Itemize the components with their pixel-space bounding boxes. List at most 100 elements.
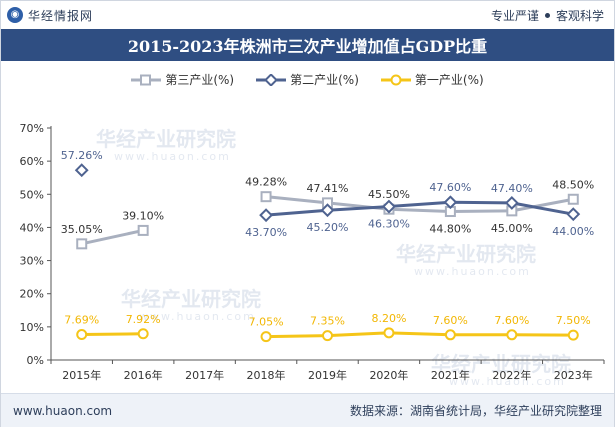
x-tick-label: 2022年 xyxy=(492,368,531,382)
title-bar: 2015-2023年株洲市三次产业增加值占GDP比重 xyxy=(1,29,614,61)
tagline-1: 专业严谨 xyxy=(490,8,539,23)
y-tick-label: 70% xyxy=(20,122,44,135)
data-label-primary: 7.92% xyxy=(126,313,161,326)
point-primary xyxy=(383,327,395,339)
point-primary xyxy=(137,328,149,340)
point-primary xyxy=(322,330,333,342)
watermark-text: 华经产业研究院 xyxy=(396,242,536,266)
x-tick-label: 2023年 xyxy=(554,368,593,382)
point-tertiary xyxy=(567,193,579,205)
footer-url: www.huaon.com xyxy=(13,403,113,418)
data-label-tertiary: 47.41% xyxy=(307,182,349,195)
legend-item-primary: 第一产业(%) xyxy=(380,71,484,88)
x-tick-label: 2015年 xyxy=(62,368,101,382)
chart-legend: 第三产业(%) 第二产业(%) 第一产业(%) xyxy=(1,71,614,88)
data-label-tertiary: 39.10% xyxy=(122,209,164,222)
data-label-primary: 8.20% xyxy=(371,312,406,325)
brand: ◉ 华经情报网 xyxy=(1,7,93,24)
data-label-tertiary: 49.28% xyxy=(245,176,287,189)
point-tertiary xyxy=(260,191,272,203)
data-label-primary: 7.60% xyxy=(494,314,529,327)
y-tick-label: 60% xyxy=(20,155,44,168)
series-line-tertiary xyxy=(81,228,144,246)
point-secondary xyxy=(74,163,89,178)
x-tick-label: 2018年 xyxy=(247,368,286,382)
legend-circle-marker-icon xyxy=(380,74,411,85)
data-label-tertiary: 35.05% xyxy=(61,223,103,236)
watermark-url: www.huaon.com xyxy=(114,150,231,163)
series-markers xyxy=(74,163,581,343)
data-label-primary: 7.69% xyxy=(64,314,99,327)
watermark-layer: 华经产业研究院www.huaon.com华经产业研究院www.huaon.com… xyxy=(96,127,571,388)
legend-label-primary: 第一产业(%) xyxy=(414,73,484,87)
x-tick-label: 2016年 xyxy=(124,368,163,382)
legend-item-secondary: 第二产业(%) xyxy=(256,71,359,88)
legend-label-secondary: 第二产业(%) xyxy=(290,73,359,87)
point-primary xyxy=(506,329,518,341)
legend-item-tertiary: 第三产业(%) xyxy=(131,71,234,88)
data-label-primary: 7.50% xyxy=(556,314,591,327)
series-line-primary xyxy=(81,332,144,337)
data-labels: 35.05% 39.10% 49.28% 47.41% 45.50% 44.80% 45.0… xyxy=(61,149,595,328)
tagline-2: 客观科学 xyxy=(555,8,604,23)
point-secondary xyxy=(504,195,519,210)
data-label-secondary: 43.70% xyxy=(245,226,287,239)
data-label-primary: 7.35% xyxy=(310,315,345,328)
brand-name: 华经情报网 xyxy=(28,8,94,23)
x-tick-label: 2017年 xyxy=(185,368,224,382)
data-label-secondary: 47.40% xyxy=(491,182,533,195)
point-primary xyxy=(567,329,579,341)
footer: www.huaon.com 数据来源：湖南省统计局，华经产业研究院整理 xyxy=(1,393,614,427)
point-secondary xyxy=(320,203,335,218)
separator-dot-icon xyxy=(544,12,550,18)
point-primary xyxy=(76,329,88,341)
watermark-url: www.huaon.com xyxy=(414,265,531,278)
chart-title: 2015-2023年株洲市三次产业增加值占GDP比重 xyxy=(127,37,488,56)
series-line-tertiary xyxy=(265,195,574,214)
series-line-secondary xyxy=(265,200,574,217)
y-tick-label: 0% xyxy=(27,354,44,367)
watermark-url: www.huaon.com xyxy=(139,310,256,323)
chart-axes: 0% 10% 20% 30% 40% 50% 60% 70% 2015年 2016年 2017年 20… xyxy=(20,122,605,382)
point-secondary xyxy=(443,195,458,210)
y-tick-label: 40% xyxy=(20,221,44,234)
point-primary xyxy=(444,329,456,341)
data-label-tertiary: 45.50% xyxy=(368,188,410,201)
point-secondary xyxy=(566,207,581,222)
series-lines xyxy=(81,195,574,339)
watermark-text: 华经产业研究院 xyxy=(121,287,261,311)
point-tertiary xyxy=(137,224,149,236)
data-label-secondary: 46.30% xyxy=(368,218,410,231)
data-label-tertiary: 45.00% xyxy=(491,222,533,235)
watermark-text: 华经产业研究院 xyxy=(431,352,571,376)
y-tick-label: 30% xyxy=(20,255,44,268)
data-label-secondary: 45.20% xyxy=(307,221,349,234)
x-tick-label: 2019年 xyxy=(308,368,347,382)
series-line-primary xyxy=(266,331,574,339)
y-tick-label: 10% xyxy=(20,321,44,334)
x-tick-label: 2020年 xyxy=(369,368,408,382)
data-label-tertiary: 44.80% xyxy=(429,223,471,236)
watermark-text: 华经产业研究院 xyxy=(96,127,236,151)
data-label-primary: 7.05% xyxy=(249,316,284,329)
point-primary xyxy=(260,331,272,343)
y-tick-label: 20% xyxy=(20,288,44,301)
data-label-secondary: 47.60% xyxy=(429,181,471,194)
legend-diamond-marker-icon xyxy=(256,73,287,86)
legend-square-marker-icon xyxy=(131,74,162,85)
watermark-url: www.huaon.com xyxy=(449,375,566,388)
point-secondary xyxy=(382,199,396,214)
point-tertiary xyxy=(76,238,88,250)
data-label-primary: 7.60% xyxy=(433,314,468,327)
line-chart: 华经产业研究院www.huaon.com华经产业研究院www.huaon.com… xyxy=(20,122,605,388)
data-label-secondary: 44.00% xyxy=(552,225,594,238)
data-label-tertiary: 48.50% xyxy=(552,178,594,191)
tagline: 专业严谨 客观科学 xyxy=(491,7,614,24)
data-label-secondary: 57.26% xyxy=(61,149,103,162)
legend-label-tertiary: 第三产业(%) xyxy=(165,73,235,87)
y-tick-label: 50% xyxy=(20,188,44,201)
x-tick-label: 2021年 xyxy=(431,368,470,382)
brand-logo-icon: ◉ xyxy=(7,7,23,23)
top-bar: ◉ 华经情报网 专业严谨 客观科学 xyxy=(1,1,614,29)
